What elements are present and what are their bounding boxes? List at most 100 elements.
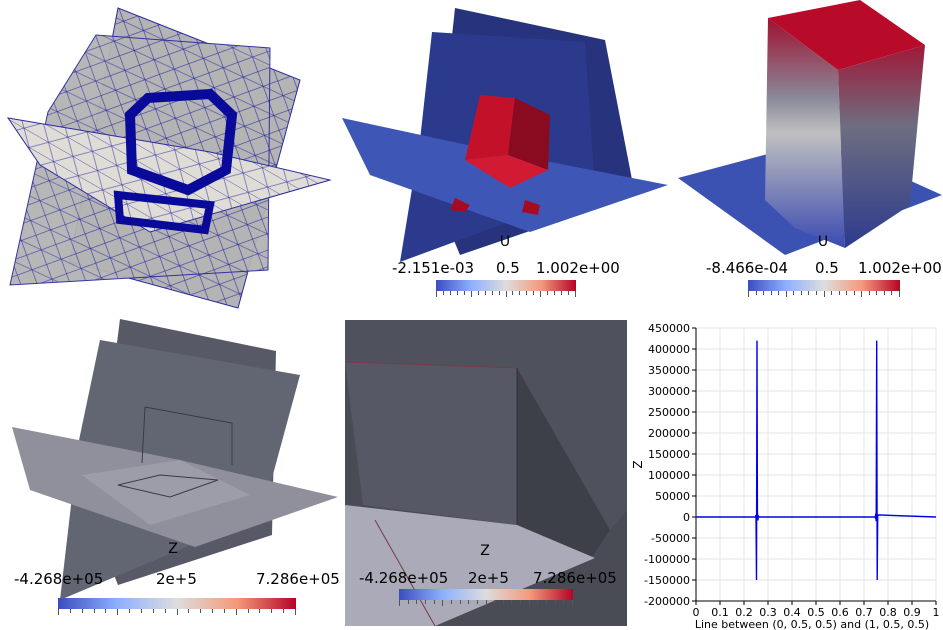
colorbar-tick: [129, 609, 130, 613]
colorbar-tick: [512, 291, 513, 295]
colorbar-tick: [816, 291, 817, 295]
colorbar-tick: [801, 291, 802, 295]
colorbar-tick: [854, 291, 855, 295]
colorbar-tick: [869, 291, 870, 295]
colorbar-tick: [520, 600, 521, 604]
x-tick-label: 0.2: [735, 606, 753, 619]
mesh-refined-hexagon: [124, 88, 238, 196]
colorbar-tick: [529, 600, 530, 606]
z-slice-panel[interactable]: Z -4.268e+05 2e+5 7.286e+05: [0, 315, 345, 630]
u-block-render: [678, 0, 942, 255]
colorbar-tick: [839, 291, 840, 295]
u-inner-cube-face: [465, 95, 515, 160]
colorbar-tick: [485, 291, 486, 295]
x-tick-label: 0: [693, 606, 700, 619]
colorbar-tick: [546, 600, 547, 604]
colorbar-min-label: -4.268e+05: [14, 570, 104, 588]
colorbar-ticks: [399, 600, 573, 606]
y-tick-label: 150000: [648, 448, 690, 461]
colorbar-tick: [519, 291, 520, 295]
colorbar-max-label: 7.286e+05: [256, 570, 340, 588]
colorbar-tick: [575, 291, 576, 297]
z-zoom-panel[interactable]: Z -4.268e+05 2e+5 7.286e+05: [345, 320, 627, 626]
colorbar-min-label: -8.466e-04: [706, 259, 789, 277]
x-tick-label: 0.7: [855, 606, 873, 619]
colorbar-tick: [451, 600, 452, 604]
y-tick-label: 200000: [648, 427, 690, 440]
colorbar-max-label: 1.002e+00: [858, 259, 942, 277]
colorbar-tick: [295, 609, 296, 615]
colorbar-tick: [554, 291, 555, 295]
colorbar-title: Z: [168, 541, 178, 557]
colorbar-tick: [443, 291, 444, 295]
colorbar-tick: [236, 609, 237, 615]
colorbar-tick: [94, 609, 95, 613]
colorbar-tick: [271, 609, 272, 613]
colorbar-tick: [763, 291, 764, 295]
colorbar-mid-label: 2e+5: [156, 570, 197, 588]
colorbar-tick: [460, 600, 461, 604]
colorbar-tick: [537, 600, 538, 604]
colorbar-tick: [568, 291, 569, 295]
y-tick-label: 300000: [648, 385, 690, 398]
y-tick-label: 350000: [648, 364, 690, 377]
colorbar-tick: [442, 600, 443, 606]
colorbar-tick: [555, 600, 556, 604]
colorbar-min-label: -4.268e+05: [359, 569, 449, 587]
x-tick-label: 0.6: [831, 606, 849, 619]
colorbar-tick: [876, 291, 877, 295]
colorbar-tick: [468, 600, 469, 604]
y-tick-label: -150000: [644, 574, 690, 587]
colorbar-tick: [503, 600, 504, 604]
colorbar-ticks: [58, 609, 296, 615]
colorbar-tick: [117, 609, 118, 615]
colorbar-tick: [58, 609, 59, 615]
colorbar-tick: [105, 609, 106, 613]
colorbar: [58, 598, 296, 609]
y-tick-label: 0: [683, 511, 690, 524]
u-slice-panel[interactable]: U -2.151e-03 0.5 1.002e+00: [340, 0, 670, 315]
colorbar-ticks: [436, 291, 576, 297]
y-tick-label: -50000: [651, 532, 690, 545]
colorbar-tick: [408, 600, 409, 604]
y-tick-label: -100000: [644, 553, 690, 566]
colorbar-min-label: -2.151e-03: [392, 259, 475, 277]
x-tick-label: 0.5: [807, 606, 825, 619]
colorbar-tick: [561, 291, 562, 295]
colorbar-tick: [778, 291, 779, 295]
colorbar-title: U: [499, 234, 511, 250]
colorbar-tick: [786, 291, 787, 297]
colorbar-tick: [771, 291, 772, 295]
line-chart: -200000 -150000 -100000 -50000 0 50000 100000 1…: [631, 322, 940, 630]
colorbar-tick: [478, 291, 479, 295]
colorbar-tick: [526, 291, 527, 295]
line-plot-panel[interactable]: -200000 -150000 -100000 -50000 0 50000 100000 1…: [630, 318, 943, 630]
x-tick-label: 0.3: [759, 606, 777, 619]
colorbar-tick: [824, 291, 825, 297]
y-axis-label: Z: [631, 460, 645, 468]
z-slice-render: [12, 319, 338, 600]
colorbar-tick: [756, 291, 757, 295]
colorbar-title: U: [817, 234, 829, 250]
colorbar-tick: [572, 600, 573, 606]
colorbar-tick: [224, 609, 225, 613]
colorbar-tick: [540, 291, 541, 297]
colorbar-mid-label: 2e+5: [468, 569, 509, 587]
colorbar-tick: [457, 291, 458, 295]
mesh-view-panel[interactable]: [0, 0, 340, 315]
x-tick-label: 1: [933, 606, 940, 619]
u-block-panel[interactable]: U -8.466e-04 0.5 1.002e+00: [670, 0, 943, 315]
colorbar-tick: [70, 609, 71, 613]
colorbar-tick: [477, 600, 478, 604]
colorbar-tick: [748, 291, 749, 297]
colorbar-tick: [831, 291, 832, 295]
colorbar-tick: [506, 291, 507, 297]
x-tick-label: 0.4: [783, 606, 801, 619]
colorbar-tick: [212, 609, 213, 613]
series-line: [696, 340, 937, 581]
colorbar-tick: [511, 600, 512, 604]
colorbar-max-label: 1.002e+00: [536, 259, 620, 277]
colorbar: [436, 280, 576, 291]
x-tick-label: 0.9: [903, 606, 921, 619]
colorbar-tick: [891, 291, 892, 295]
